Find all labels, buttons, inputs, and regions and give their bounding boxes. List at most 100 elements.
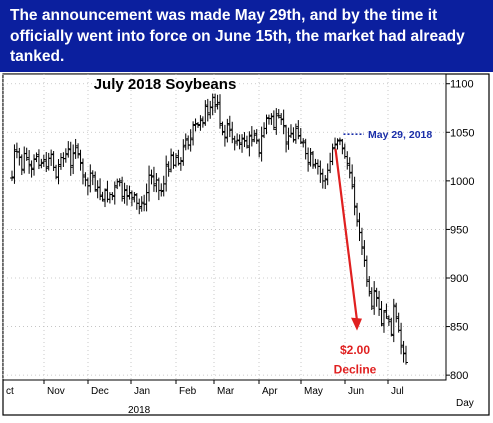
price-bar xyxy=(271,110,276,131)
price-bar xyxy=(350,164,355,190)
price-bar xyxy=(220,121,225,136)
x-tick-label: May xyxy=(304,386,323,397)
price-bar xyxy=(308,148,313,167)
price-bar xyxy=(293,123,298,144)
chart-title: July 2018 Soybeans xyxy=(94,76,237,93)
price-bar xyxy=(68,141,73,176)
price-bar xyxy=(249,126,254,147)
decline-arrow xyxy=(334,148,362,331)
price-bar xyxy=(311,150,316,169)
price-bar xyxy=(404,345,408,365)
price-bar xyxy=(394,302,399,323)
price-bar xyxy=(237,134,242,150)
x-tick-label: ct xyxy=(6,386,14,397)
price-bar xyxy=(90,170,95,186)
price-bar xyxy=(340,138,345,155)
price-bar xyxy=(364,255,369,287)
price-bar xyxy=(120,176,125,202)
price-bar xyxy=(102,188,107,208)
price-bar xyxy=(139,196,144,212)
price-bar xyxy=(213,93,218,113)
price-bar xyxy=(49,149,54,166)
price-bar xyxy=(337,137,342,146)
x-tick-label: Feb xyxy=(179,386,197,397)
price-bar xyxy=(264,114,269,135)
y-tick-label: 800 xyxy=(450,370,468,382)
price-bar xyxy=(235,133,240,146)
price-bar xyxy=(100,191,105,202)
price-bar xyxy=(122,182,127,204)
price-bar xyxy=(127,185,132,200)
price-bar xyxy=(93,171,98,192)
x-tick-label: Jan xyxy=(134,386,150,397)
price-bar xyxy=(173,153,178,168)
price-bar xyxy=(56,159,61,185)
price-bar xyxy=(232,135,237,151)
x-tick-label: Dec xyxy=(91,386,109,397)
price-bar xyxy=(330,143,335,166)
price-bar xyxy=(193,118,198,132)
price-bar xyxy=(252,129,257,143)
price-bar xyxy=(78,149,83,171)
price-bar xyxy=(95,180,100,199)
price-bar xyxy=(19,154,24,176)
price-bar xyxy=(323,175,328,190)
price-bar xyxy=(291,127,296,143)
price-bar xyxy=(208,100,213,119)
price-bar xyxy=(372,281,377,315)
decline-word-label: Decline xyxy=(334,362,377,376)
price-bar xyxy=(215,94,220,110)
price-bar xyxy=(181,139,186,166)
price-bar xyxy=(401,340,406,363)
price-bar xyxy=(244,135,249,149)
price-bar xyxy=(276,108,281,119)
price-bar xyxy=(98,178,103,201)
y-tick-label: 900 xyxy=(450,273,468,285)
headline-banner: The announcement was made May 29th, and … xyxy=(0,0,493,72)
price-bar xyxy=(298,128,303,145)
price-bar xyxy=(352,176,357,216)
price-bar xyxy=(178,157,183,171)
price-bar xyxy=(288,124,293,138)
soybean-price-chart: 800 850 900 950 1000 1050 1100 ct Nov Dec Jan Feb M… xyxy=(2,73,490,416)
price-bar xyxy=(369,287,374,310)
price-bar xyxy=(367,276,372,297)
y-axis-ticks: 800 850 900 950 1000 1050 1100 xyxy=(446,79,474,382)
price-bar xyxy=(274,108,279,135)
price-bar xyxy=(76,143,81,159)
chart-frame: 800 850 900 950 1000 1050 1100 ct Nov Dec Jan Feb M… xyxy=(0,72,493,418)
price-bar xyxy=(110,192,115,201)
y-tick-label: 1050 xyxy=(450,127,474,139)
price-bar xyxy=(257,138,262,158)
price-bar xyxy=(112,181,117,205)
price-bar xyxy=(198,115,203,131)
x-tick-label: Jun xyxy=(348,386,364,397)
price-bar xyxy=(32,154,37,176)
price-bar xyxy=(191,121,196,146)
price-bar xyxy=(345,151,350,170)
price-bar xyxy=(39,158,44,169)
price-bar xyxy=(203,100,208,126)
price-bar xyxy=(149,169,154,185)
price-bar xyxy=(63,148,68,163)
price-bar xyxy=(183,133,188,151)
price-bar xyxy=(164,155,169,192)
decline-arrow-shaft xyxy=(334,148,359,321)
price-bar xyxy=(151,166,156,192)
price-bar xyxy=(386,315,391,326)
price-bar xyxy=(225,118,230,143)
price-bar xyxy=(44,151,49,173)
price-bar xyxy=(269,113,274,125)
price-bar xyxy=(381,309,386,333)
price-bar xyxy=(247,131,252,157)
price-bar xyxy=(29,160,34,178)
price-bar xyxy=(137,198,142,215)
decline-amount-label: $2.00 xyxy=(340,343,370,357)
price-bar xyxy=(129,190,134,207)
price-bar xyxy=(391,298,396,343)
y-tick-label: 850 xyxy=(450,322,468,334)
y-tick-label: 1000 xyxy=(450,176,474,188)
plot-area xyxy=(2,73,447,381)
price-bar xyxy=(159,183,164,197)
x-year-label: 2018 xyxy=(128,405,151,416)
